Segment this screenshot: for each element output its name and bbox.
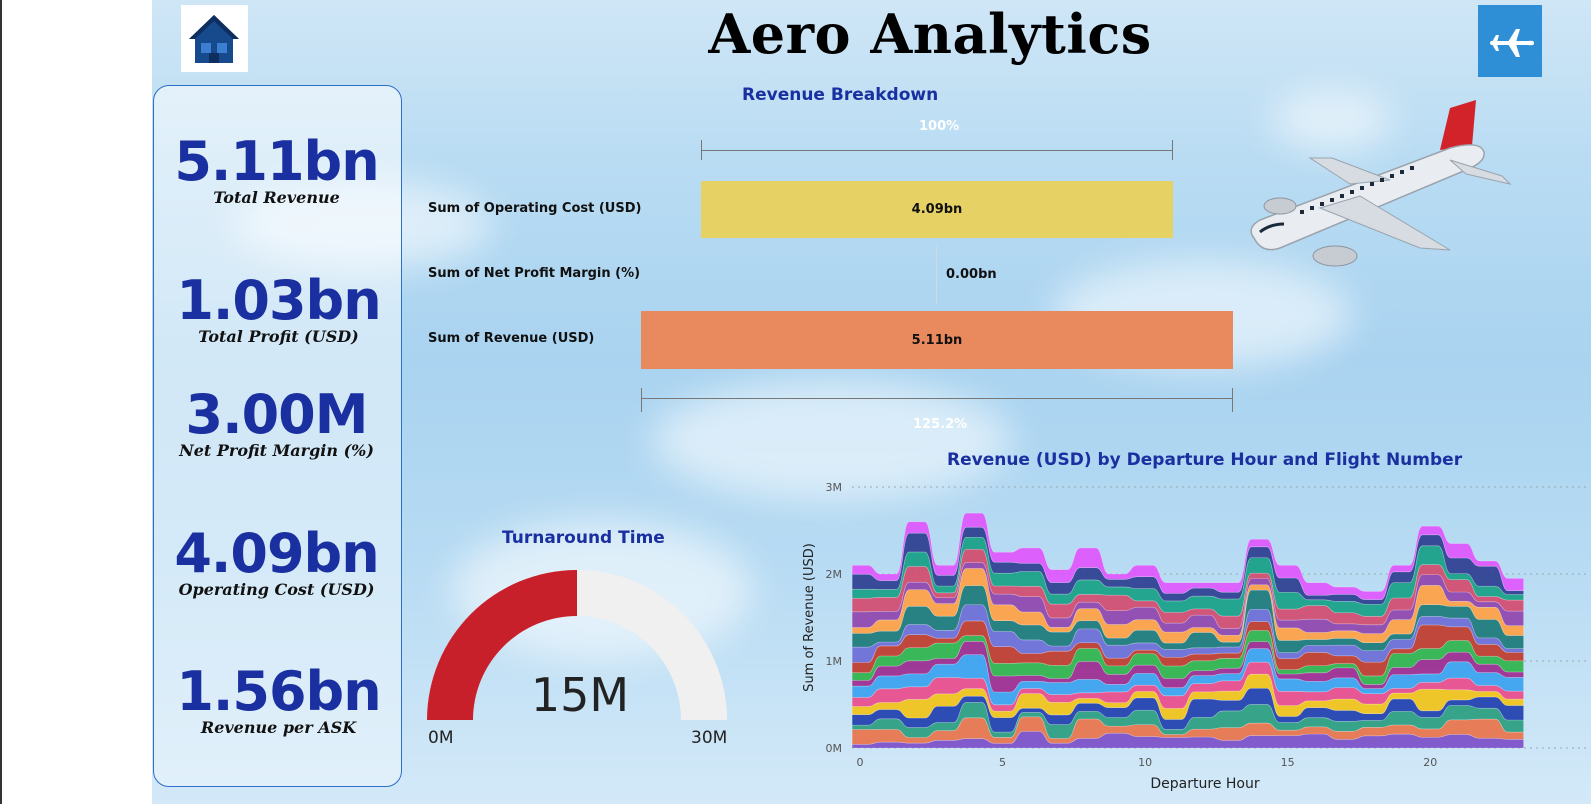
kpi-value: 1.03bn [176,269,381,332]
bar-net-profit-margin[interactable] [936,246,937,304]
page-title: Aero Analytics [708,2,1152,66]
kpi-label: Total Profit (USD) [198,327,359,346]
left-border [0,0,2,804]
kpi-total-profit: 1.03bn Total Profit (USD) [155,269,402,347]
ribbon-series [851,661,1524,712]
ribbon-series [851,548,1524,629]
bar-operating-cost[interactable]: 4.09bn [701,181,1173,238]
y-tick-label: 1M [826,655,843,668]
flights-button[interactable] [1478,5,1542,77]
top-bracket [701,150,1173,151]
airplane-icon [1490,29,1534,57]
bottom-percent-label: 125.2% [913,417,968,432]
kpi-operating-cost: 4.09bn Operating Cost (USD) [153,522,400,600]
ribbon-series [851,568,1524,644]
ribbon-series [851,620,1524,677]
ribbon-series [851,731,1524,749]
ribbon-series [851,716,1524,745]
kpi-value: 4.09bn [174,522,379,585]
y-tick-label: 0M [826,742,843,755]
ribbon-series [851,673,1524,720]
turnaround-gauge [427,570,727,720]
x-tick-label: 15 [1281,756,1295,769]
kpi-panel [153,85,402,787]
chart-title: Revenue (USD) by Departure Hour and Flig… [947,450,1463,470]
kpi-net-profit-margin: 3.00M Net Profit Margin (%) [153,383,400,461]
kpi-value: 3.00M [185,383,369,446]
bracket-tick [1232,388,1233,412]
kpi-label: Operating Cost (USD) [178,580,375,599]
gauge-fill [427,570,577,720]
x-axis-label: Departure Hour [1150,776,1259,792]
ribbon-series [851,585,1524,653]
home-button[interactable] [181,5,248,72]
y-tick-label: 3M [826,481,843,494]
kpi-value: 5.11bn [174,130,379,193]
revenue-ribbon-chart: 0M 1M 2M 3M 0 5 10 15 20 Departure Hour Sum of Rev… [802,481,1590,792]
revenue-breakdown-title: Revenue Breakdown [742,85,939,105]
bracket-tick [701,140,702,160]
x-tick-label: 20 [1423,756,1437,769]
gauge-min-label: 0M [428,728,454,748]
row-label-net-profit-margin: Sum of Net Profit Margin (%) [428,266,641,281]
bar-revenue[interactable]: 5.11bn [641,311,1233,369]
kpi-label: Total Revenue [213,188,340,207]
bottom-bracket [641,398,1233,399]
turnaround-title: Turnaround Time [502,528,665,548]
top-percent-label: 100% [919,119,960,134]
ribbon-series [851,526,1524,605]
kpi-label: Net Profit Margin (%) [179,441,374,460]
kpi-revenue-per-ask: 1.56bn Revenue per ASK [155,660,402,738]
ribbon-series [851,648,1524,706]
ribbon-series [851,512,1524,600]
gauge-value: 15M [530,668,630,722]
x-tick-label: 0 [857,756,864,769]
kpi-label: Revenue per ASK [200,718,357,737]
kpi-value: 1.56bn [176,660,381,723]
row-label-operating-cost: Sum of Operating Cost (USD) [428,201,642,216]
x-tick-label: 10 [1138,756,1152,769]
bar-value: 4.09bn [911,202,963,217]
x-tick-label: 5 [999,756,1006,769]
row-label-revenue: Sum of Revenue (USD) [428,331,595,346]
y-tick-label: 2M [826,568,843,581]
home-icon [189,15,239,63]
bracket-tick [1172,140,1173,160]
kpi-total-revenue: 5.11bn Total Revenue [153,130,400,208]
bracket-tick [641,388,642,412]
y-axis-label: Sum of Revenue (USD) [802,543,817,692]
ribbon-series [851,702,1524,739]
bar-value: 0.00bn [946,267,997,282]
airplane-illustration [1250,100,1512,267]
bar-value: 5.11bn [911,332,963,348]
gauge-max-label: 30M [691,728,728,748]
